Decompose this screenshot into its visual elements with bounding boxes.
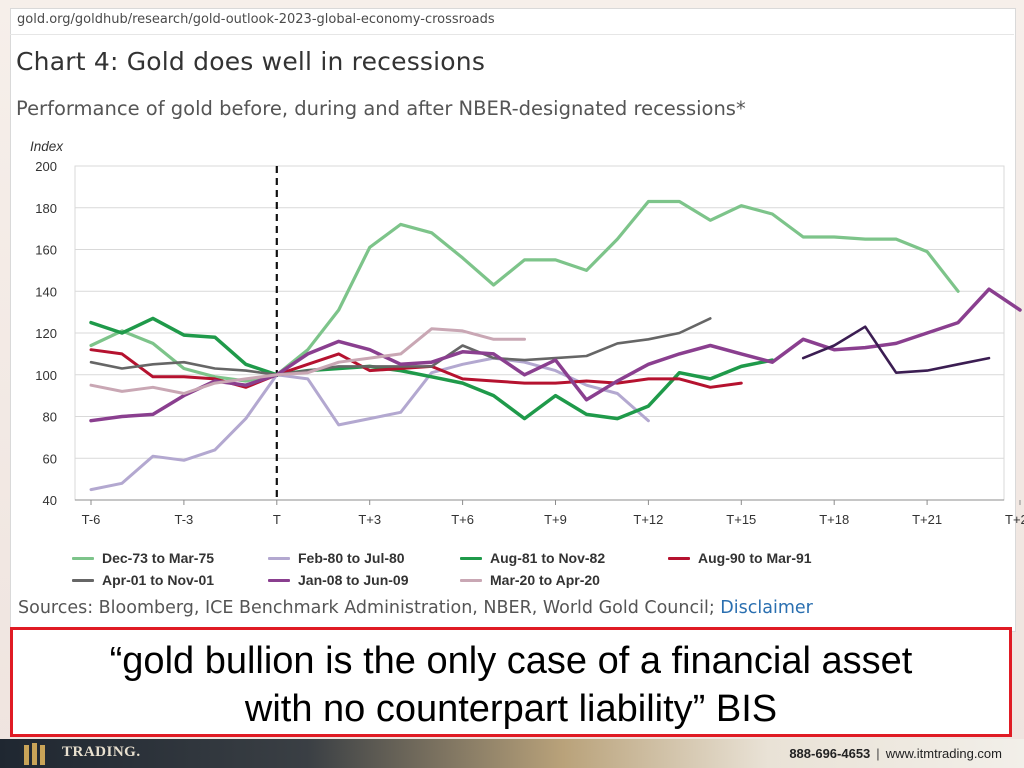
legend-item: Feb-80 to Jul-80 bbox=[268, 550, 460, 566]
url-text[interactable]: gold.org/goldhub/research/gold-outlook-2… bbox=[17, 12, 495, 27]
url-divider bbox=[10, 34, 1014, 35]
legend-swatch bbox=[268, 578, 290, 582]
x-tick-label: T bbox=[273, 512, 281, 527]
y-tick-label: 80 bbox=[43, 410, 57, 425]
legend-swatch bbox=[460, 578, 482, 582]
legend-label: Mar-20 to Apr-20 bbox=[490, 572, 600, 588]
x-tick-label: T+12 bbox=[633, 512, 663, 527]
series-line-6 bbox=[89, 327, 526, 395]
legend-swatch bbox=[460, 556, 482, 560]
sources-line: Sources: Bloomberg, ICE Benchmark Admini… bbox=[18, 598, 813, 618]
legend-label: Feb-80 to Jul-80 bbox=[298, 550, 405, 566]
y-tick-label: 200 bbox=[35, 159, 57, 174]
y-tick-label: 40 bbox=[43, 493, 57, 508]
legend-item: Dec-73 to Mar-75 bbox=[72, 550, 268, 566]
contact-separator: | bbox=[876, 746, 880, 761]
y-tick-label: 100 bbox=[35, 368, 57, 383]
brand-name: TRADING. bbox=[62, 744, 141, 760]
series-line-4 bbox=[89, 317, 712, 377]
logo-icon bbox=[24, 743, 45, 765]
x-tick-label: T+24 bbox=[1005, 512, 1024, 527]
y-tick-label: 140 bbox=[35, 284, 57, 299]
sources-text: Sources: Bloomberg, ICE Benchmark Admini… bbox=[18, 598, 721, 618]
x-tick-label: T+6 bbox=[451, 512, 474, 527]
x-tick-label: T+9 bbox=[544, 512, 567, 527]
x-tick-label: T-3 bbox=[175, 512, 194, 527]
legend-item: Apr-01 to Nov-01 bbox=[72, 572, 268, 588]
quote-box: “gold bullion is the only case of a fina… bbox=[10, 627, 1012, 737]
contact-info: 888-696-4653 | www.itmtrading.com bbox=[789, 746, 1002, 761]
phone-number[interactable]: 888-696-4653 bbox=[789, 746, 871, 761]
quote-line-2: with no counterpart liability” BIS bbox=[244, 688, 778, 730]
chart-legend: Dec-73 to Mar-75 Feb-80 to Jul-80 Aug-81 t… bbox=[72, 550, 832, 588]
series-line-5 bbox=[89, 287, 1022, 423]
legend-swatch bbox=[668, 556, 690, 560]
disclaimer-link[interactable]: Disclaimer bbox=[720, 598, 813, 618]
x-tick-label: T+18 bbox=[819, 512, 849, 527]
legend-swatch bbox=[72, 556, 94, 560]
y-tick-label: 60 bbox=[43, 451, 57, 466]
x-tick-label: T+21 bbox=[912, 512, 942, 527]
chart-subtitle: Performance of gold before, during and a… bbox=[16, 97, 746, 120]
y-tick-label: 120 bbox=[35, 326, 57, 341]
legend-item: Aug-81 to Nov-82 bbox=[460, 550, 668, 566]
series-line-7 bbox=[801, 325, 991, 375]
y-tick-label: 180 bbox=[35, 201, 57, 216]
legend-label: Dec-73 to Mar-75 bbox=[102, 550, 215, 566]
legend-label: Aug-81 to Nov-82 bbox=[490, 550, 606, 566]
legend-swatch bbox=[72, 578, 94, 582]
legend-item: Mar-20 to Apr-20 bbox=[460, 572, 668, 588]
website-link[interactable]: www.itmtrading.com bbox=[885, 746, 1002, 761]
y-axis-label: Index bbox=[30, 139, 64, 154]
x-tick-label: T+3 bbox=[358, 512, 381, 527]
line-chart: 40 60 80 100 120 140 160 180 200 Index T-6 T-3 T T+3 T… bbox=[30, 139, 1024, 527]
legend-swatch bbox=[268, 556, 290, 560]
legend-item: Aug-90 to Mar-91 bbox=[668, 550, 848, 566]
quote-line-1: “gold bullion is the only case of a fina… bbox=[109, 640, 913, 682]
legend-label: Jan-08 to Jun-09 bbox=[298, 572, 409, 588]
legend-label: Aug-90 to Mar-91 bbox=[698, 550, 812, 566]
series-line-1 bbox=[89, 356, 650, 492]
legend-item: Jan-08 to Jun-09 bbox=[268, 572, 460, 588]
footer-bar bbox=[0, 739, 1024, 768]
article-panel bbox=[10, 8, 1016, 632]
legend-label: Apr-01 to Nov-01 bbox=[102, 572, 215, 588]
x-tick-label: T-6 bbox=[82, 512, 101, 527]
chart-title: Chart 4: Gold does well in recessions bbox=[16, 47, 486, 76]
y-tick-label: 160 bbox=[35, 243, 57, 258]
series-line-2 bbox=[89, 316, 775, 421]
x-tick-label: T+15 bbox=[726, 512, 756, 527]
